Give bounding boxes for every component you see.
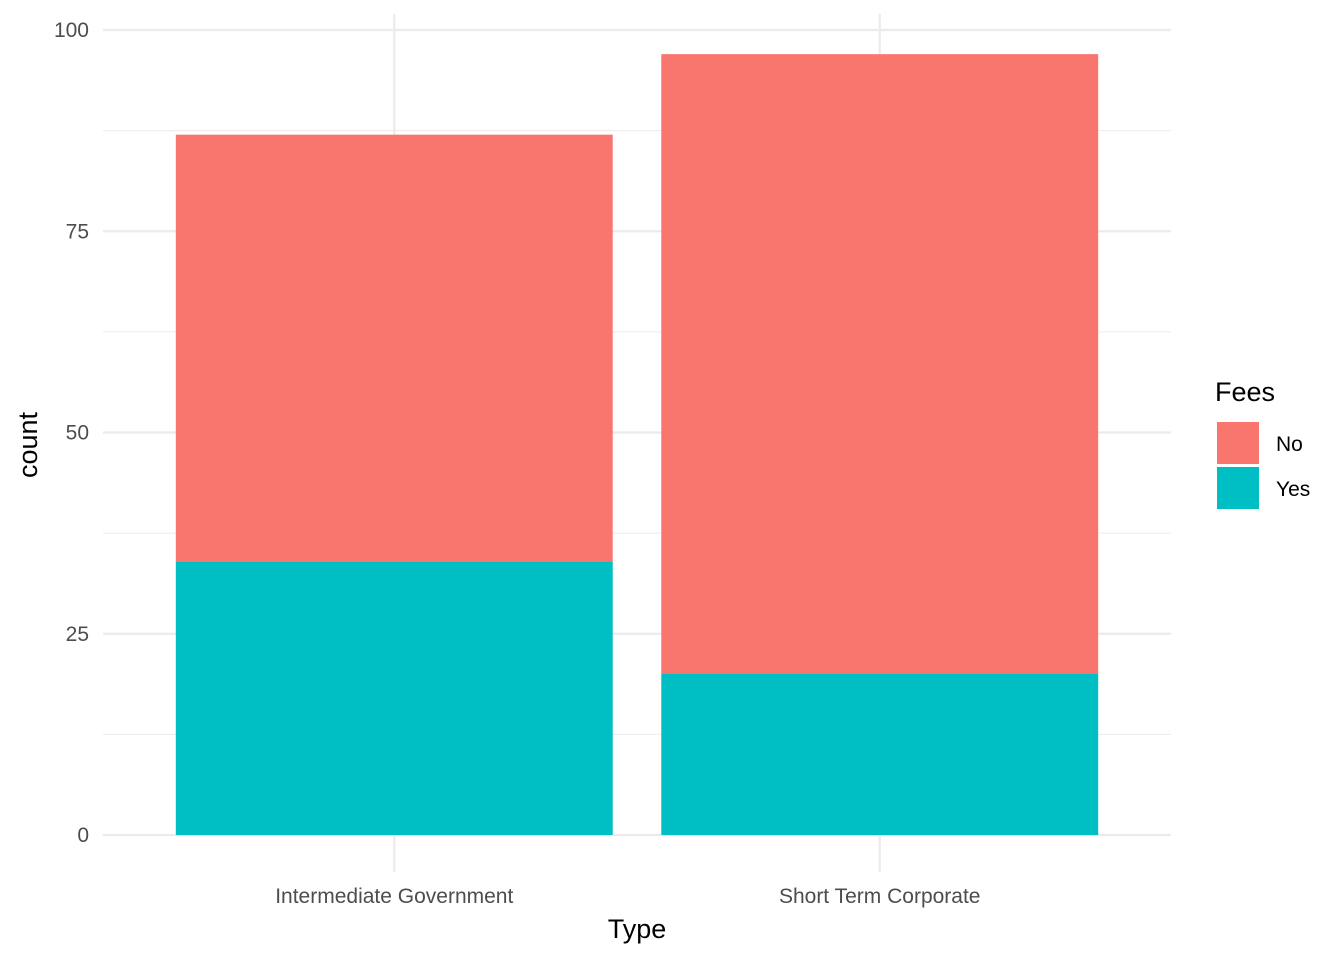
bar-segment-yes-1 [175, 561, 613, 835]
y-axis-ticks: 0 25 50 75 100 [54, 19, 89, 847]
bar-segment-yes-2 [661, 674, 1099, 835]
y-tick-label: 0 [77, 824, 89, 847]
legend-items: No Yes [1217, 422, 1310, 509]
x-axis-title: Type [608, 914, 667, 944]
y-tick-label: 100 [54, 19, 89, 42]
legend-key-no [1217, 422, 1259, 464]
y-axis-title: count [13, 411, 43, 478]
bars [175, 54, 1099, 835]
bar-segment-no-2 [661, 54, 1099, 674]
x-axis-ticks: Intermediate Government Short Term Corpor… [275, 885, 980, 908]
legend-key-yes [1217, 467, 1259, 509]
legend-label-no: No [1276, 433, 1303, 456]
y-tick-label: 75 [66, 220, 89, 243]
x-tick-label: Intermediate Government [275, 885, 513, 908]
bar-segment-no-1 [175, 134, 613, 562]
legend: Fees No Yes [1215, 377, 1310, 509]
legend-title: Fees [1215, 377, 1275, 407]
y-tick-label: 50 [66, 422, 89, 445]
y-tick-label: 25 [66, 623, 89, 646]
legend-label-yes: Yes [1276, 478, 1310, 501]
x-tick-label: Short Term Corporate [779, 885, 981, 908]
